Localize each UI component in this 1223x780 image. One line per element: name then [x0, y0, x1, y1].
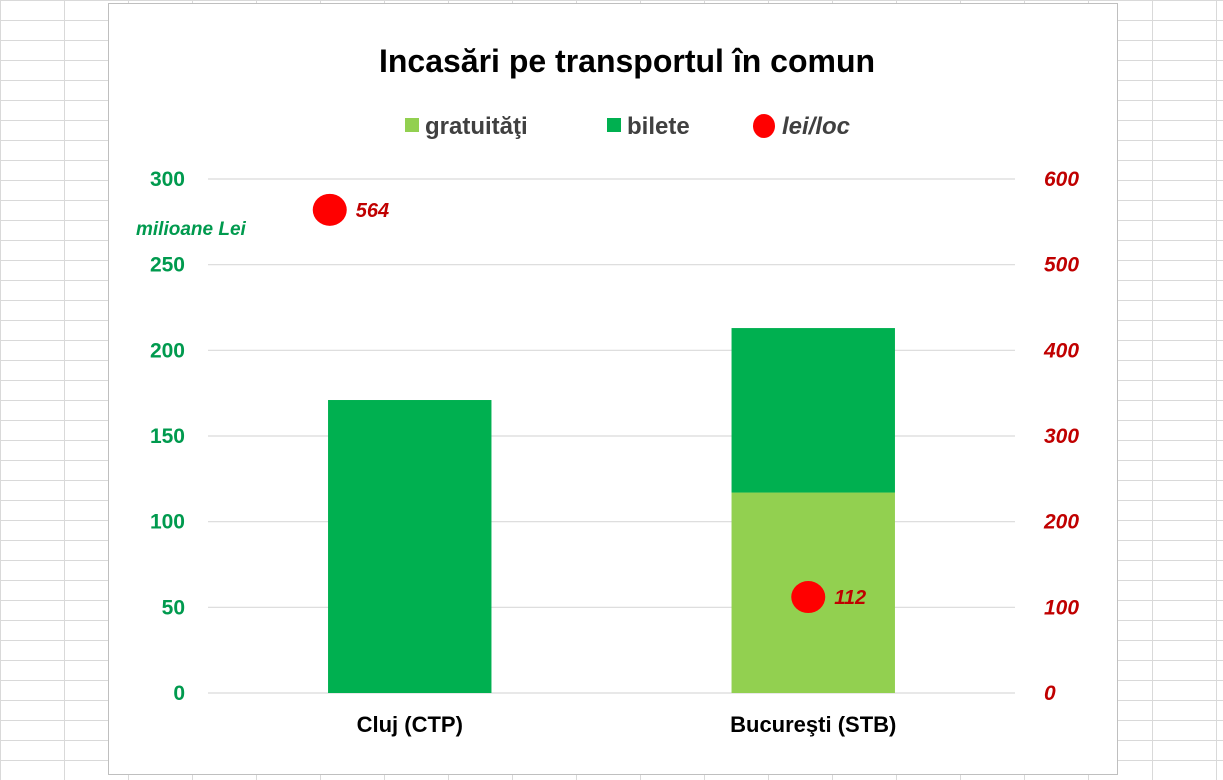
left-axis-tick-label: 150 [150, 425, 185, 448]
left-axis-tick-label: 100 [150, 511, 185, 534]
category-label: Bucureşti (STB) [730, 712, 896, 737]
right-axis: 0 100 200 300 400 500 600 [1043, 168, 1079, 705]
left-axis-unit-label: milioane Lei [136, 219, 247, 240]
bars [328, 328, 895, 693]
chart-svg: 564 112 0 50 100 150 200 250 300 0 100 200 300 400 5… [136, 43, 1079, 737]
right-axis-tick-label: 400 [1043, 339, 1079, 362]
bar-bilete [328, 400, 492, 693]
right-axis-tick-label: 0 [1044, 682, 1056, 705]
chart-frame: 564 112 0 50 100 150 200 250 300 0 100 200 300 400 5… [108, 3, 1118, 775]
legend-swatch-bilete [607, 118, 621, 132]
legend-label-bilete: bilete [627, 113, 690, 140]
point-label-lei-loc: 112 [834, 587, 866, 609]
point-lei-loc [312, 193, 347, 226]
left-axis-tick-label: 200 [150, 339, 185, 362]
legend-label-lei-loc: lei/loc [782, 113, 850, 140]
right-axis-tick-label: 500 [1044, 254, 1079, 277]
left-axis-tick-label: 50 [162, 596, 185, 619]
legend-item-bilete: bilete [607, 113, 690, 140]
left-axis-tick-label: 250 [150, 254, 185, 277]
category-label: Cluj (CTP) [357, 712, 463, 737]
data-points: 564 112 [312, 193, 866, 614]
legend: gratuităţi bilete lei/loc [405, 113, 850, 140]
point-lei-loc [791, 581, 826, 614]
left-axis-tick-label: 300 [150, 168, 185, 191]
legend-swatch-gratuitati [405, 118, 419, 132]
category-axis: Cluj (CTP) Bucureşti (STB) [357, 712, 897, 737]
right-axis-tick-label: 300 [1044, 425, 1079, 448]
legend-label-gratuitati: gratuităţi [425, 113, 528, 140]
legend-item-lei-loc: lei/loc [753, 113, 850, 140]
point-label-lei-loc: 564 [356, 200, 389, 222]
right-axis-tick-label: 100 [1044, 596, 1079, 619]
bar-bilete [731, 328, 895, 493]
legend-item-gratuitati: gratuităţi [405, 113, 528, 140]
right-axis-tick-label: 600 [1044, 168, 1079, 191]
right-axis-tick-label: 200 [1043, 511, 1079, 534]
left-axis-tick-label: 0 [173, 682, 185, 705]
left-axis: 0 50 100 150 200 250 300 [150, 168, 185, 705]
chart-title: Incasări pe transportul în comun [379, 43, 875, 79]
legend-marker-lei-loc [753, 114, 775, 138]
